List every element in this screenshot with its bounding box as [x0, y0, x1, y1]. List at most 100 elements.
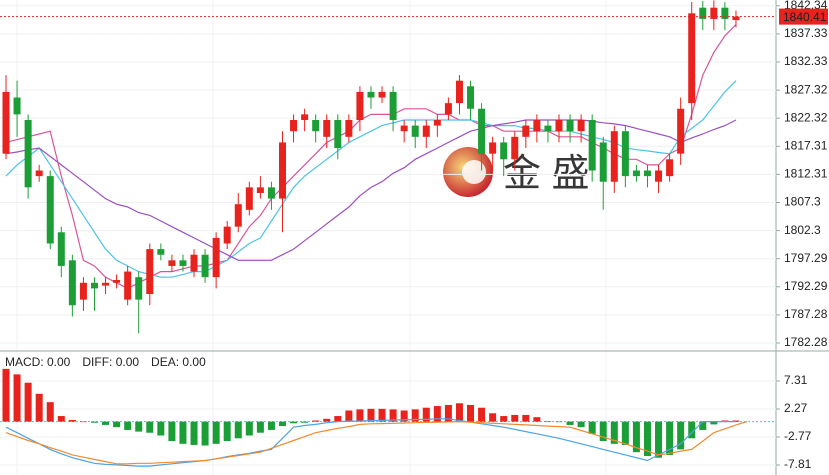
- candle-body: [555, 119, 563, 132]
- macd-bar: [533, 417, 541, 422]
- macd-bar: [400, 410, 408, 422]
- indicator-line: [5, 418, 736, 467]
- y-tick-label: 1792.29: [784, 279, 828, 293]
- y-tick-label: 7.31: [784, 373, 808, 387]
- candle-body: [323, 119, 331, 137]
- macd-bar: [688, 421, 696, 439]
- macd-bar: [345, 410, 353, 422]
- candle-body: [389, 91, 397, 120]
- macd-bar: [146, 421, 154, 433]
- macd-bar: [135, 421, 143, 432]
- macd-bar: [500, 416, 508, 422]
- macd-bar: [234, 421, 242, 439]
- candle-body: [223, 226, 231, 244]
- legend-entry: DEA: 0.00: [151, 355, 206, 369]
- macd-bar: [312, 420, 320, 422]
- macd-bar: [621, 421, 629, 445]
- y-tick-label: 1787.28: [784, 307, 828, 321]
- candle-body: [201, 254, 209, 278]
- candle-body: [621, 131, 629, 177]
- macd-bar: [699, 421, 707, 430]
- macd-bar: [201, 421, 209, 446]
- macd-bar: [710, 421, 718, 425]
- candle-body: [566, 119, 574, 132]
- candle-body: [68, 260, 76, 306]
- candle-body: [489, 142, 497, 154]
- candle-body: [632, 170, 640, 177]
- macd-bar: [411, 409, 419, 422]
- candle-body: [57, 232, 65, 266]
- candle-body: [467, 86, 475, 109]
- macd-bar: [367, 408, 375, 422]
- macd-bar: [79, 421, 87, 423]
- macd-bar: [478, 407, 486, 422]
- candle-body: [312, 119, 320, 132]
- macd-bar: [334, 416, 342, 422]
- macd-bar: [90, 421, 98, 423]
- candle-body: [345, 119, 353, 137]
- macd-bar: [677, 421, 685, 450]
- candle-body: [102, 282, 110, 286]
- candle-body: [168, 260, 176, 266]
- candle-body: [146, 249, 154, 295]
- indicator-line: [5, 420, 748, 465]
- macd-bar: [422, 407, 430, 422]
- macd-bar: [46, 402, 54, 422]
- candle-body: [35, 170, 43, 177]
- macd-bar: [522, 414, 530, 422]
- macd-bar: [455, 403, 463, 422]
- watermark-logo-inner: [462, 160, 486, 184]
- y-tick-label: 1817.31: [784, 138, 828, 152]
- macd-bar: [610, 421, 618, 444]
- macd-bar: [267, 421, 275, 430]
- candle-body: [157, 249, 165, 255]
- macd-bar: [2, 368, 10, 422]
- candle-body: [234, 204, 242, 227]
- y-tick-label: 1782.28: [784, 335, 828, 349]
- candle-body: [179, 260, 187, 266]
- candle-body: [688, 13, 696, 104]
- macd-bar: [102, 421, 110, 425]
- candle-body: [290, 119, 298, 132]
- y-tick-label: 1807.3: [784, 195, 821, 209]
- candle-body: [400, 125, 408, 132]
- y-tick-label: 1842.34: [784, 0, 828, 12]
- candle-body: [301, 114, 309, 120]
- macd-bar: [279, 421, 286, 427]
- macd-bar: [301, 421, 309, 423]
- last-price-label: 1840.41: [783, 10, 827, 24]
- candle-body: [256, 187, 264, 193]
- macd-bar: [290, 421, 298, 424]
- legend-entry: MACD: 0.00: [5, 355, 71, 369]
- candle-body: [444, 103, 452, 115]
- y-tick-label: 1832.33: [784, 54, 828, 68]
- candle-body: [79, 282, 87, 300]
- macd-bar: [489, 413, 497, 422]
- candle-body: [655, 170, 663, 182]
- candle-body: [455, 80, 463, 104]
- macd-bar: [544, 421, 552, 422]
- candle-body: [533, 119, 541, 132]
- macd-bar: [666, 421, 674, 455]
- candle-body: [577, 119, 585, 132]
- macd-bar: [68, 419, 76, 422]
- candle-body: [610, 131, 618, 182]
- candle-body: [411, 125, 419, 137]
- candle-body: [599, 142, 607, 182]
- candle-body: [710, 7, 718, 19]
- macd-bar: [223, 421, 231, 442]
- candle-body: [267, 187, 275, 199]
- candle-body: [124, 271, 132, 300]
- candle-body: [721, 7, 729, 19]
- macd-bar: [124, 421, 132, 430]
- legend-entry: DIFF: 0.00: [82, 355, 139, 369]
- macd-bar: [212, 421, 220, 444]
- macd-bar: [190, 421, 198, 445]
- macd-bar: [599, 421, 607, 442]
- candle-body: [367, 91, 375, 98]
- y-tick-label: 1837.33: [784, 26, 828, 40]
- macd-bar: [643, 421, 651, 457]
- candle-body: [334, 119, 342, 149]
- candle-body: [511, 136, 519, 160]
